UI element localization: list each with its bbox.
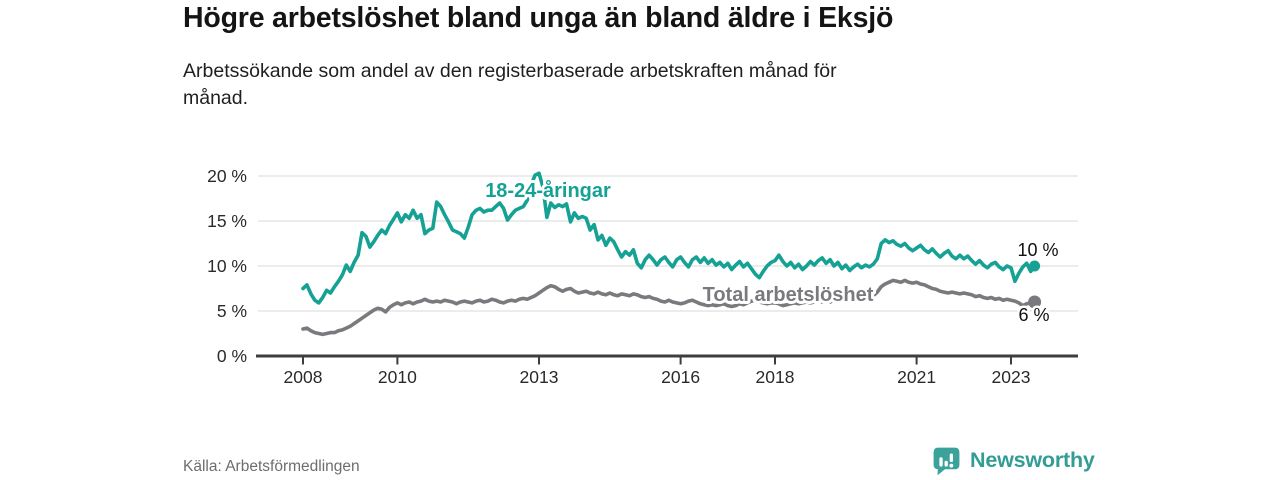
y-axis-tick-label: 5 % bbox=[217, 301, 247, 321]
brand-name: Newsworthy bbox=[970, 448, 1095, 472]
exclamation-dot bbox=[949, 463, 954, 468]
x-axis-tick-label: 2008 bbox=[284, 367, 323, 387]
bar-chart-bar-3 bbox=[949, 453, 954, 463]
x-axis-tick-label: 2018 bbox=[756, 367, 795, 387]
y-axis-tick-label: 0 % bbox=[217, 346, 247, 366]
series-total-end-value-label: 6 % bbox=[1018, 305, 1049, 325]
series-total-end-dot bbox=[1028, 295, 1042, 309]
x-axis-tick-label: 2010 bbox=[378, 367, 417, 387]
page-title: Högre arbetslöshet bland unga än bland ä… bbox=[183, 2, 894, 34]
chart-subtitle: Arbetssökande som andel av den registerb… bbox=[183, 60, 837, 110]
bar-chart-bar-1 bbox=[939, 457, 943, 467]
series-young-line bbox=[301, 171, 1037, 305]
newsworthy-logo-icon bbox=[933, 447, 960, 476]
x-axis-tick-label: 2016 bbox=[661, 367, 700, 387]
x-axis-tick-label: 2013 bbox=[520, 367, 559, 387]
series-young-label: 18-24-åringar bbox=[485, 179, 611, 202]
x-axis-tick-label: 2023 bbox=[992, 367, 1031, 387]
series-total-line bbox=[301, 278, 1037, 337]
x-axis-tick-label: 2021 bbox=[897, 367, 936, 387]
source-text: Källa: Arbetsförmedlingen bbox=[183, 458, 360, 475]
series-young-end-value-label: 10 % bbox=[1017, 240, 1058, 260]
y-axis-tick-label: 10 % bbox=[207, 256, 247, 276]
y-axis-tick-label: 15 % bbox=[207, 211, 247, 231]
series-total-label: Total arbetslöshet bbox=[703, 284, 874, 306]
series-young-end-dot bbox=[1029, 260, 1041, 272]
y-axis-tick-label: 20 % bbox=[207, 166, 247, 186]
bar-chart-bar-2 bbox=[944, 460, 948, 467]
newsworthy-logo: Newsworthy bbox=[931, 445, 1095, 476]
